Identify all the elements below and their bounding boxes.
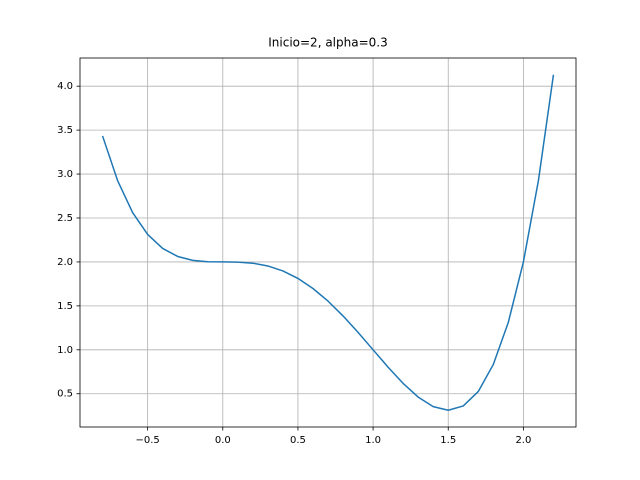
line-series bbox=[101, 74, 555, 411]
chart-title: Inicio=2, alpha=0.3 bbox=[268, 36, 387, 50]
x-tick-label: 0.0 bbox=[215, 435, 231, 446]
y-tick-label: 1.0 bbox=[57, 345, 73, 356]
y-tick-label: 1.5 bbox=[57, 301, 73, 312]
x-tick-label: 2.0 bbox=[515, 435, 531, 446]
x-tick-label: −0.5 bbox=[135, 435, 159, 446]
x-tick-label: 1.5 bbox=[440, 435, 456, 446]
y-tick-label: 0.5 bbox=[57, 389, 73, 400]
x-tick-label: 0.5 bbox=[290, 435, 306, 446]
x-tick-label: 1.0 bbox=[365, 435, 381, 446]
plot-frame bbox=[79, 57, 577, 428]
y-tick-label: 4.0 bbox=[57, 81, 73, 92]
y-tick-label: 3.0 bbox=[57, 169, 73, 180]
y-tick-label: 2.0 bbox=[57, 257, 73, 268]
y-tick-label: 3.5 bbox=[57, 125, 73, 136]
y-tick-label: 2.5 bbox=[57, 213, 73, 224]
